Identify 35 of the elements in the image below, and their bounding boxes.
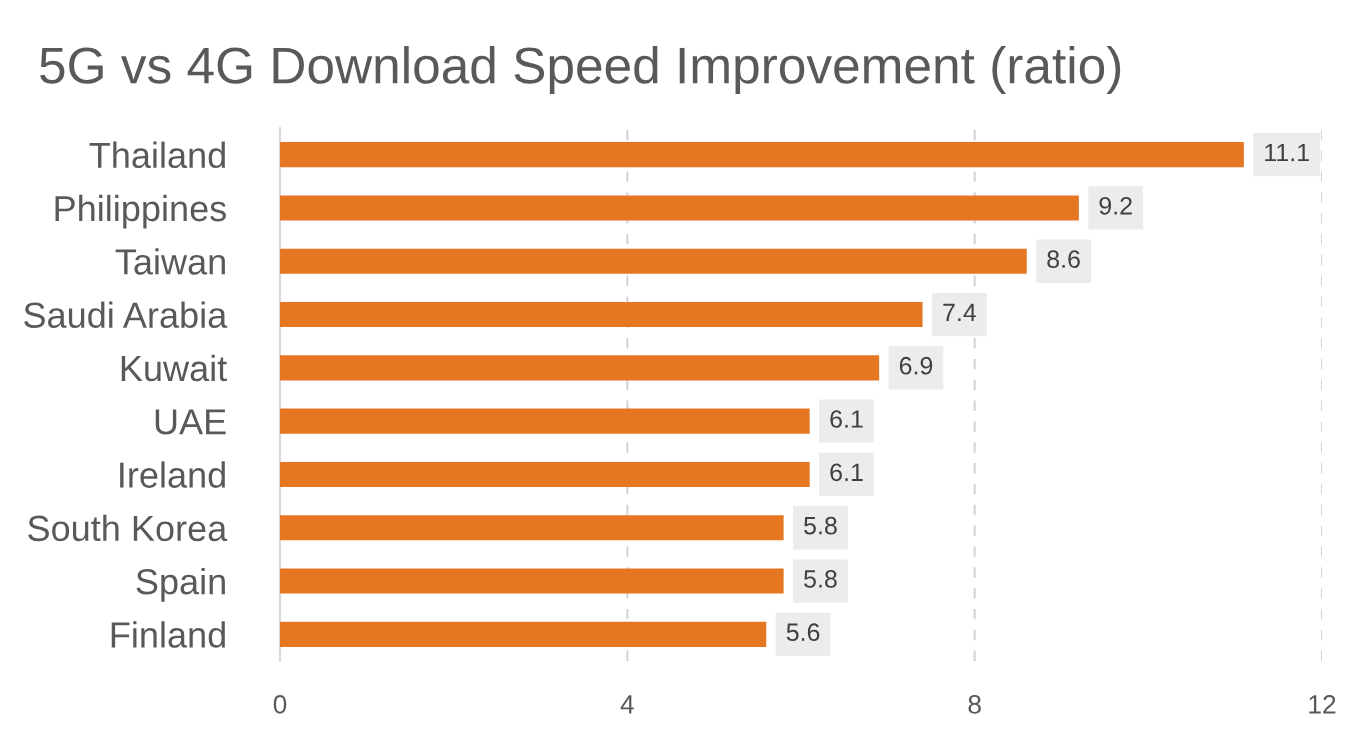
x-tick-label: 12 (1309, 695, 1336, 714)
bar (280, 461, 810, 487)
data-label: 6.9 (899, 356, 933, 375)
y-tick-label: Spain (136, 567, 225, 602)
y-tick-label: South Korea (28, 514, 228, 542)
y-tick-label: Thailand (89, 141, 225, 169)
bar (280, 142, 1244, 168)
y-tick-label: UAE (155, 409, 226, 435)
y-tick-label: Saudi Arabia (24, 301, 228, 328)
data-label: 8.6 (1047, 250, 1080, 268)
data-label: 7.4 (943, 303, 977, 322)
bar (280, 408, 810, 434)
y-tick-label: Finland (111, 621, 225, 648)
bar (280, 248, 1027, 274)
bar (280, 302, 923, 328)
chart-title: 5G vs 4G Download Speed Improvement (ratio) (40, 46, 1121, 94)
bar (280, 568, 784, 594)
x-tick-label: 4 (620, 695, 634, 714)
x-tick-label: 0 (273, 695, 287, 714)
bar (280, 195, 1079, 221)
y-tick-label: Kuwait (121, 354, 227, 382)
x-tick-label: 8 (968, 695, 981, 714)
data-label: 5.8 (804, 570, 837, 588)
bar (280, 515, 784, 541)
data-label: 5.8 (804, 516, 837, 535)
data-label: 9.2 (1099, 196, 1132, 215)
data-label: 6.1 (830, 463, 863, 482)
bar (280, 355, 880, 381)
data-label: 6.1 (830, 410, 863, 428)
data-label: 11.1 (1265, 143, 1309, 162)
y-tick-label: Ireland (120, 461, 225, 488)
y-tick-label: Philippines (55, 194, 226, 229)
bar (280, 621, 767, 647)
y-tick-label: Taiwan (115, 248, 225, 275)
data-label: 5.6 (786, 623, 820, 642)
